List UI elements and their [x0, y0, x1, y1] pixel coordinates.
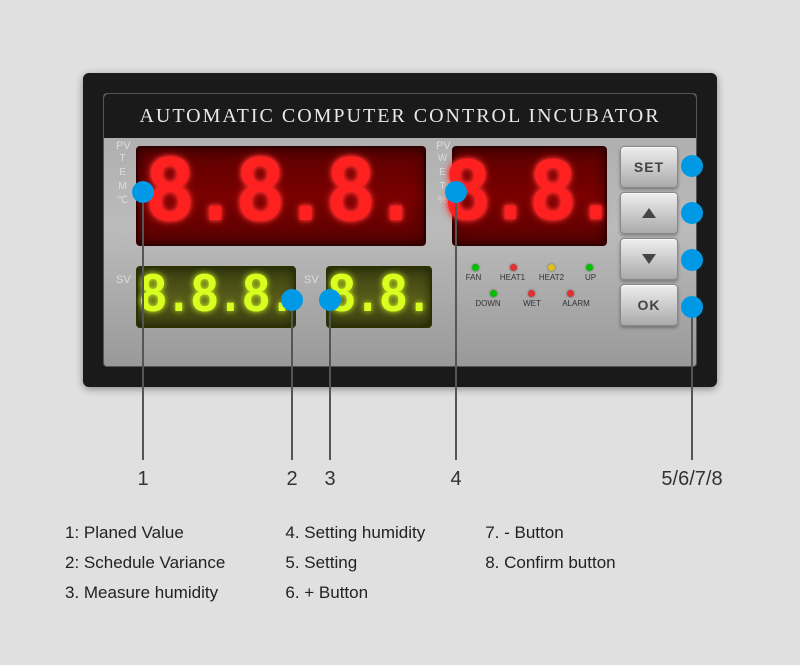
sv-wet-value: 8.8. — [327, 269, 430, 324]
callout-line-4 — [455, 200, 457, 460]
sv-label-temp: SV — [116, 274, 131, 286]
button-column: SET OK — [620, 146, 678, 326]
triangle-up-icon — [641, 207, 657, 219]
legend-item: 8. Confirm button — [485, 548, 615, 578]
led-label-up: UP — [571, 273, 610, 282]
legend-item: 6. + Button — [285, 578, 425, 608]
callout-num-5: 5/6/7/8 — [661, 468, 722, 491]
header-bar: AUTOMATIC COMPUTER CONTROL INCUBATOR — [104, 94, 696, 138]
callout-dot-7 — [681, 249, 703, 271]
legend-item: 3. Measure humidity — [65, 578, 225, 608]
legend-item: 7. - Button — [485, 518, 615, 548]
led-alarm — [567, 290, 574, 297]
led-up — [586, 264, 593, 271]
led-heat1 — [510, 264, 517, 271]
callout-dot-5 — [681, 155, 703, 177]
pv-temp-display: 8.8.8. — [136, 146, 426, 246]
led-label-heat2: HEAT2 — [532, 273, 571, 282]
led-label-down: DOWN — [466, 299, 510, 308]
callout-line-2 — [291, 308, 293, 460]
led-label-heat1: HEAT1 — [493, 273, 532, 282]
led-label-fan: FAN — [454, 273, 493, 282]
callout-dot-1 — [132, 181, 154, 203]
led-down — [490, 290, 497, 297]
led-indicator-block: FAN HEAT1 HEAT2 UP DOWN WET ALARM — [452, 264, 612, 316]
callout-num-1: 1 — [137, 468, 148, 491]
callout-num-3: 3 — [324, 468, 335, 491]
led-labels-row1: FAN HEAT1 HEAT2 UP — [452, 273, 612, 282]
callout-dot-6 — [681, 202, 703, 224]
led-row-2 — [452, 290, 612, 297]
ok-button[interactable]: OK — [620, 284, 678, 326]
ok-button-label: OK — [638, 297, 661, 313]
pv-wet-display: 8.8. — [452, 146, 607, 246]
pv-temp-value: 8.8.8. — [145, 149, 416, 243]
legend-item: 5. Setting — [285, 548, 425, 578]
led-label-alarm: ALARM — [554, 299, 598, 308]
legend: 1: Planed Value 2: Schedule Variance 3. … — [65, 518, 616, 608]
legend-item: 2: Schedule Variance — [65, 548, 225, 578]
temp-vertical-label: T E M ℃ — [114, 152, 132, 208]
led-row-1 — [452, 264, 612, 271]
callout-num-4: 4 — [450, 468, 461, 491]
set-button[interactable]: SET — [620, 146, 678, 188]
device-bezel: AUTOMATIC COMPUTER CONTROL INCUBATOR PV … — [83, 73, 717, 387]
led-wet — [528, 290, 535, 297]
callout-dot-8 — [681, 296, 703, 318]
triangle-down-icon — [641, 253, 657, 265]
device-face: AUTOMATIC COMPUTER CONTROL INCUBATOR PV … — [103, 93, 697, 367]
pv-wet-value: 8.8. — [444, 151, 615, 241]
callout-line-3 — [329, 308, 331, 460]
led-heat2 — [548, 264, 555, 271]
callout-line-1 — [142, 200, 144, 460]
header-title: AUTOMATIC COMPUTER CONTROL INCUBATOR — [139, 105, 660, 128]
callout-dot-2 — [281, 289, 303, 311]
sv-label-wet: SV — [304, 274, 319, 286]
led-labels-row2: DOWN WET ALARM — [452, 299, 612, 308]
led-fan — [472, 264, 479, 271]
set-button-label: SET — [634, 159, 664, 175]
callout-num-2: 2 — [286, 468, 297, 491]
sv-temp-value: 8.8.8. — [139, 269, 294, 324]
legend-col-2: 4. Setting humidity 5. Setting 6. + Butt… — [285, 518, 425, 608]
callout-line-5 — [691, 315, 693, 460]
legend-item: 1: Planed Value — [65, 518, 225, 548]
legend-item: 4. Setting humidity — [285, 518, 425, 548]
callout-dot-4 — [445, 181, 467, 203]
legend-col-3: 7. - Button 8. Confirm button — [485, 518, 615, 608]
led-label-wet: WET — [510, 299, 554, 308]
sv-wet-display: 8.8. — [326, 266, 432, 328]
pv-label-temp: PV — [116, 140, 131, 152]
down-button[interactable] — [620, 238, 678, 280]
callout-dot-3 — [319, 289, 341, 311]
sv-temp-display: 8.8.8. — [136, 266, 296, 328]
legend-col-1: 1: Planed Value 2: Schedule Variance 3. … — [65, 518, 225, 608]
up-button[interactable] — [620, 192, 678, 234]
